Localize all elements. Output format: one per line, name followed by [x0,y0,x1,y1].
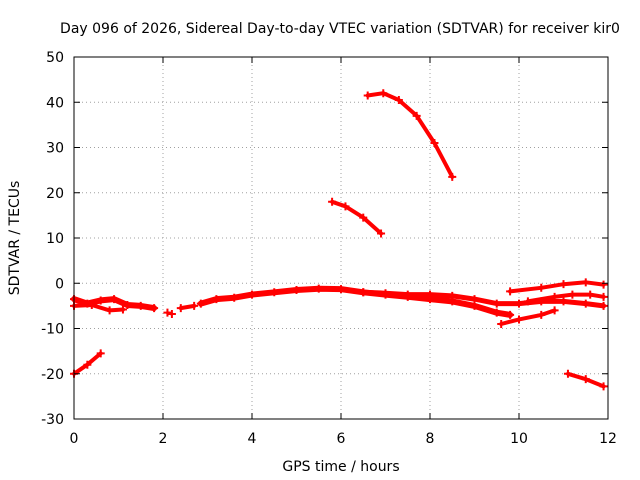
data-point [270,288,279,297]
data-point [497,319,506,328]
y-tick-label: 20 [46,186,64,202]
data-point [581,278,590,287]
series-track-2 [72,303,125,313]
x-tick-label: 10 [510,431,528,447]
data-point [105,306,114,315]
data-point [506,310,515,319]
y-tick-label: 30 [46,141,64,157]
data-point [506,287,515,296]
data-point [176,304,185,313]
y-tick-label: 0 [55,276,64,292]
x-tick-label: 12 [599,431,617,447]
data-point [96,296,105,305]
data-point [599,292,608,301]
data-point [381,289,390,298]
data-point [559,280,568,289]
data-point [550,292,559,301]
x-tick-label: 6 [337,431,346,447]
data-point [559,297,568,306]
data-point [563,369,572,378]
data-point [248,290,256,299]
grid-layer [74,57,608,419]
y-axis-label: SDTVAR / TECUs [7,181,23,296]
data-point [448,172,457,181]
data-point [492,308,501,317]
data-point [568,290,577,299]
y-tick-label: -30 [41,412,64,428]
series-track-8 [508,280,606,294]
x-tick-label: 2 [159,431,168,447]
data-point [190,301,199,310]
data-point [83,360,92,369]
data-point [167,310,176,319]
data-point [150,304,159,313]
data-point [550,306,559,315]
tick-layer: 0 2 4 6 8 10 12 -30 -20 -10 0 10 20 30 40 50 [41,50,617,447]
data-point [515,315,523,324]
chart-title: Day 096 of 2026, Sidereal Day-to-day VTE… [60,21,620,37]
y-tick-label: -20 [41,367,64,383]
data-point [196,299,205,308]
y-tick-label: 10 [46,231,64,247]
data-point [341,202,350,211]
x-axis-label: GPS time / hours [282,459,399,475]
data-point [337,285,345,294]
series-track-10 [499,308,557,326]
series-track-12 [365,91,455,179]
data-point [394,95,403,104]
y-tick-label: 50 [46,50,64,66]
data-point [599,382,608,391]
series-track-6 [197,285,514,318]
y-tick-label: -10 [41,322,64,338]
data-point [110,295,119,304]
data-point [586,290,595,299]
data-point [212,295,221,304]
y-tick-label: 40 [46,95,64,111]
data-point [537,283,546,292]
data-point [470,301,479,310]
data-point [328,197,337,206]
data-point [581,375,590,384]
data-point [492,299,501,308]
data-point [359,213,368,222]
data-point [403,290,412,299]
data-point [136,301,145,310]
data-point [163,308,172,317]
x-tick-label: 8 [426,431,435,447]
data-point [87,300,96,309]
data-point [118,305,127,314]
data-point [230,293,239,302]
data-point [412,111,421,120]
data-point [363,91,372,100]
data-point [523,297,532,306]
series-track-11 [330,199,384,236]
data-point [292,286,301,295]
data-point [599,301,608,310]
data-point [96,349,105,358]
data-point [448,291,457,300]
data-point [599,280,608,289]
data-point [314,284,323,293]
data-point [379,89,388,98]
data-layer [70,89,608,391]
data-point [430,138,439,147]
data-point [515,299,523,308]
data-point [377,229,386,238]
data-point [123,300,132,309]
x-tick-label: 4 [248,431,257,447]
data-point [470,295,479,304]
data-point [537,310,546,319]
data-point [359,288,368,297]
data-point [581,299,590,308]
x-tick-label: 0 [70,431,79,447]
data-point [426,290,434,299]
